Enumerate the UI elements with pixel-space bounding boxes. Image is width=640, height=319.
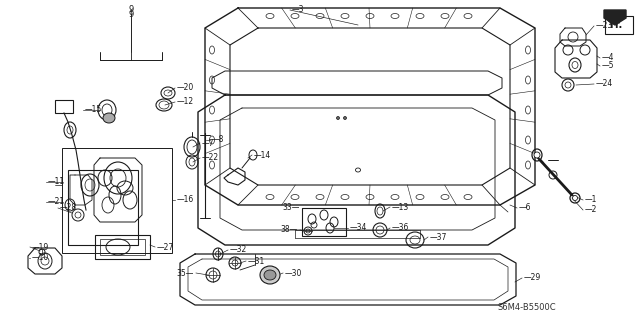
Bar: [62, 148, 172, 253]
Text: —23: —23: [596, 21, 613, 31]
Bar: [302, 208, 346, 236]
Text: —24: —24: [596, 79, 613, 88]
Text: —27: —27: [157, 242, 174, 251]
Text: 35—: 35—: [177, 269, 194, 278]
Ellipse shape: [573, 196, 577, 201]
Text: —5: —5: [602, 62, 614, 70]
Ellipse shape: [337, 116, 339, 120]
Text: —37: —37: [430, 233, 447, 241]
Text: —28: —28: [60, 204, 77, 212]
Text: —13: —13: [392, 203, 409, 211]
Bar: [100, 239, 145, 255]
Text: —7: —7: [202, 138, 214, 147]
Ellipse shape: [103, 113, 115, 123]
Bar: [68, 170, 138, 245]
Text: —11: —11: [48, 177, 65, 187]
Text: —6: —6: [519, 204, 531, 212]
Text: —16: —16: [177, 196, 195, 204]
Text: —1: —1: [585, 196, 597, 204]
Bar: [95, 235, 150, 259]
Ellipse shape: [264, 270, 276, 280]
Text: S6M4-B5500C: S6M4-B5500C: [498, 303, 557, 313]
Text: —19: —19: [32, 242, 49, 251]
Text: —4: —4: [602, 54, 614, 63]
Text: Fr.: Fr.: [609, 20, 622, 30]
Text: —29: —29: [524, 273, 541, 283]
Text: —12: —12: [177, 98, 194, 107]
Text: —34: —34: [350, 224, 367, 233]
Text: 38—: 38—: [281, 226, 298, 234]
Text: —22: —22: [202, 153, 219, 162]
Text: 33—: 33—: [283, 204, 300, 212]
Bar: [605, 16, 633, 34]
Ellipse shape: [344, 116, 346, 120]
Text: —30: —30: [285, 269, 302, 278]
Text: —14: —14: [254, 151, 271, 160]
Bar: [55, 100, 73, 113]
Text: —20: —20: [177, 84, 195, 93]
Ellipse shape: [260, 266, 280, 284]
Text: —32: —32: [230, 246, 247, 255]
Text: 9: 9: [129, 10, 134, 19]
Text: —3: —3: [292, 5, 305, 14]
Text: —10: —10: [32, 254, 49, 263]
Polygon shape: [604, 10, 626, 25]
Ellipse shape: [534, 152, 540, 158]
Text: —36: —36: [392, 224, 410, 233]
Text: —21: —21: [48, 197, 65, 206]
Text: —8: —8: [212, 136, 225, 145]
Text: —15: —15: [85, 106, 102, 115]
Text: —31: —31: [248, 256, 265, 265]
Text: 9: 9: [129, 5, 134, 14]
Text: —2: —2: [585, 205, 597, 214]
